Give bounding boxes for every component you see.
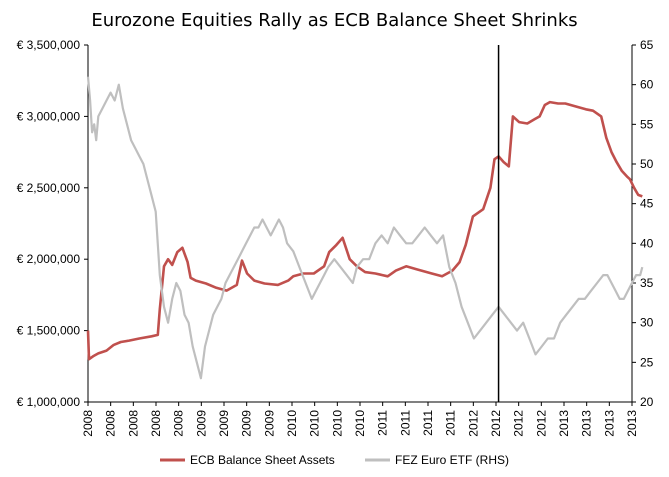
x-tick-label: 2011 bbox=[398, 410, 412, 436]
x-tick-label: 2008 bbox=[81, 410, 95, 437]
y-right-tick-label: 65 bbox=[640, 38, 654, 52]
x-tick-label: 2009 bbox=[217, 410, 231, 437]
y-right-tick-label: 55 bbox=[640, 117, 654, 131]
y-right-tick-label: 40 bbox=[640, 236, 654, 250]
x-tick-label: 2009 bbox=[194, 410, 208, 437]
x-tick-label: 2013 bbox=[580, 410, 594, 437]
y-left-tick-label: € 1,500,000 bbox=[17, 324, 81, 338]
x-tick-label: 2010 bbox=[330, 410, 344, 437]
x-tick-label: 2008 bbox=[126, 410, 140, 437]
legend: ECB Balance Sheet Assets FEZ Euro ETF (R… bbox=[160, 453, 509, 467]
y-right-tick-label: 30 bbox=[640, 316, 654, 330]
x-tick-label: 2009 bbox=[262, 410, 276, 437]
x-tick-label: 2010 bbox=[285, 410, 299, 437]
x-tick-label: 2008 bbox=[172, 410, 186, 437]
x-tick-label: 2010 bbox=[308, 410, 322, 437]
series-line-ecb-balance-sheet bbox=[86, 100, 643, 361]
x-tick-label: 2012 bbox=[466, 410, 480, 437]
y-left-tick-label: € 2,000,000 bbox=[17, 252, 81, 266]
x-tick-label: 2012 bbox=[512, 410, 526, 437]
series-line-fez-euro-etf bbox=[86, 76, 644, 380]
x-tick-label: 2012 bbox=[534, 410, 548, 437]
x-tick-label: 2011 bbox=[421, 410, 435, 436]
x-tick-label: 2013 bbox=[602, 410, 616, 437]
series-layer bbox=[86, 45, 644, 402]
x-tick-label: 2011 bbox=[444, 410, 458, 436]
legend-label-ecb-balance-sheet: ECB Balance Sheet Assets bbox=[190, 453, 335, 467]
chart-title: Eurozone Equities Rally as ECB Balance S… bbox=[91, 10, 577, 31]
x-tick-label: 2008 bbox=[104, 410, 118, 437]
y-left-tick-label: € 3,500,000 bbox=[17, 38, 81, 52]
y-left-tick-label: € 1,000,000 bbox=[17, 395, 81, 409]
y-right-tick-label: 25 bbox=[640, 355, 654, 369]
y-right-tick-label: 45 bbox=[640, 197, 654, 211]
y-right-tick-label: 50 bbox=[640, 157, 654, 171]
x-tick-label: 2013 bbox=[625, 410, 639, 437]
y-left-tick-label: € 3,000,000 bbox=[17, 109, 81, 123]
x-tick-label: 2010 bbox=[353, 410, 367, 437]
y-right-tick-label: 35 bbox=[640, 276, 654, 290]
legend-label-fez-euro-etf: FEZ Euro ETF (RHS) bbox=[395, 453, 509, 467]
x-tick-label: 2013 bbox=[557, 410, 571, 437]
y-right-tick-label: 60 bbox=[640, 78, 654, 92]
x-tick-label: 2009 bbox=[240, 410, 254, 437]
x-tick-label: 2008 bbox=[149, 410, 163, 437]
axes-group: € 1,000,000 € 1,500,000 € 2,000,000 € 2,500… bbox=[17, 38, 654, 437]
y-right-tick-label: 20 bbox=[640, 395, 654, 409]
x-tick-label: 2012 bbox=[489, 410, 503, 437]
x-tick-label: 2011 bbox=[376, 410, 390, 436]
y-left-tick-label: € 2,500,000 bbox=[17, 181, 81, 195]
